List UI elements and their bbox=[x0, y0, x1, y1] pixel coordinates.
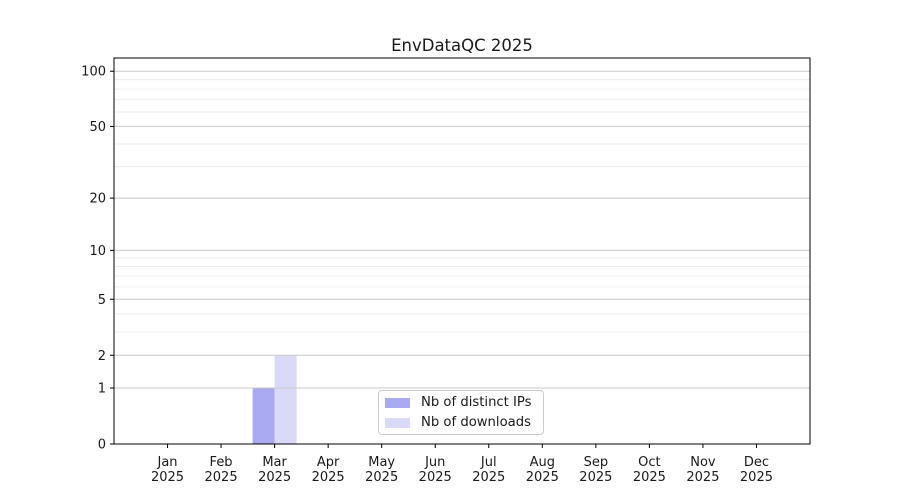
chart-title: EnvDataQC 2025 bbox=[391, 36, 533, 55]
x-tick-label-month: Jun bbox=[424, 455, 445, 470]
x-tick-label-year: 2025 bbox=[633, 470, 666, 485]
axes: 0125102050100Jan2025Feb2025Mar2025Apr202… bbox=[81, 57, 811, 485]
x-tick-label-year: 2025 bbox=[472, 470, 505, 485]
legend-swatch-downloads-icon bbox=[385, 417, 410, 428]
y-tick-label: 1 bbox=[98, 382, 106, 397]
bar-downloads bbox=[274, 355, 297, 444]
x-tick-label-year: 2025 bbox=[151, 470, 184, 485]
y-tick-label: 5 bbox=[98, 293, 106, 308]
x-tick-label-year: 2025 bbox=[526, 470, 559, 485]
x-tick-label-year: 2025 bbox=[419, 470, 452, 485]
legend-item-distinct-ips: Nb of distinct IPs bbox=[385, 394, 537, 411]
legend-item-downloads: Nb of downloads bbox=[385, 414, 537, 431]
x-tick-label-month: Nov bbox=[690, 455, 716, 470]
bar-distinct-ips bbox=[252, 388, 275, 444]
major-gridlines bbox=[114, 70, 810, 389]
x-tick-label-year: 2025 bbox=[740, 470, 773, 485]
x-tick-label-month: Oct bbox=[638, 455, 660, 470]
x-tick-label-year: 2025 bbox=[258, 470, 291, 485]
y-tick-label: 20 bbox=[89, 192, 106, 207]
bars bbox=[252, 355, 297, 444]
x-tick-label-month: Jul bbox=[480, 455, 497, 470]
x-tick-label-month: Mar bbox=[262, 455, 287, 470]
x-tick-label-month: Feb bbox=[210, 455, 233, 470]
x-tick-label-year: 2025 bbox=[312, 470, 345, 485]
y-tick-label: 10 bbox=[89, 244, 106, 259]
x-tick-label-month: Aug bbox=[530, 455, 555, 470]
legend-swatch-distinct-ips-icon bbox=[385, 397, 410, 408]
chart-legend: Nb of distinct IPs Nb of downloads bbox=[378, 390, 544, 435]
x-tick-label-year: 2025 bbox=[205, 470, 238, 485]
y-tick-label: 2 bbox=[98, 349, 106, 364]
minor-gridlines bbox=[114, 79, 810, 333]
x-tick-label-month: Jan bbox=[157, 455, 178, 470]
legend-label-downloads: Nb of downloads bbox=[421, 415, 531, 430]
x-tick-label-year: 2025 bbox=[686, 470, 719, 485]
x-tick-label-year: 2025 bbox=[365, 470, 398, 485]
x-tick-label-month: Dec bbox=[744, 455, 769, 470]
y-tick-label: 50 bbox=[89, 120, 106, 135]
y-tick-label: 0 bbox=[98, 438, 106, 453]
x-tick-label-year: 2025 bbox=[579, 470, 612, 485]
x-tick-label-month: Sep bbox=[584, 455, 609, 470]
x-tick-label-month: May bbox=[368, 455, 395, 470]
y-tick-label: 100 bbox=[81, 65, 106, 80]
legend-label-distinct-ips: Nb of distinct IPs bbox=[421, 395, 532, 410]
x-tick-label-month: Apr bbox=[317, 455, 340, 470]
plot-border bbox=[113, 57, 811, 445]
